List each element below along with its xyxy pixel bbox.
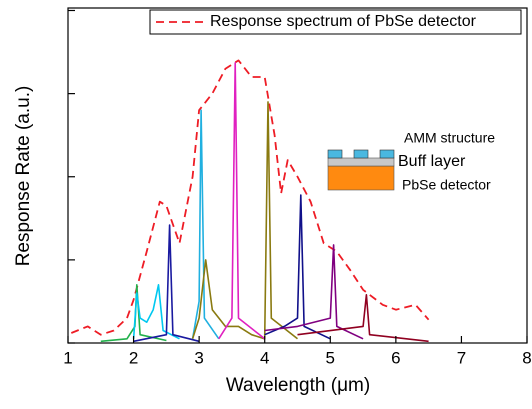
x-tick-label: 7: [457, 348, 466, 367]
legend-label: Response spectrum of PbSe detector: [210, 13, 477, 30]
inset-label: AMM structure: [404, 130, 495, 146]
spectrum-line: [297, 294, 429, 343]
x-tick-label: 5: [326, 348, 335, 367]
x-axis-label: Wavelength (μm): [226, 375, 370, 396]
x-tick-label: 6: [391, 348, 400, 367]
x-tick-label: 3: [194, 348, 203, 367]
spectrum-line: [133, 224, 200, 343]
x-tick-label: 2: [129, 348, 138, 367]
reference-line: [70, 59, 430, 336]
plot-frame: [67, 7, 528, 344]
inset-label: Buff layer: [398, 153, 466, 170]
spectrum-line: [191, 101, 298, 340]
inset-label: PbSe detector: [402, 177, 491, 193]
spectrum-line: [191, 109, 220, 340]
x-tick-label: 1: [63, 348, 72, 367]
x-tick-label: 8: [522, 348, 531, 367]
inset-icon: [327, 149, 395, 191]
y-axis-label: Response Rate (a.u.): [13, 86, 34, 267]
spectrum-line: [264, 194, 331, 340]
x-tick-label: 4: [260, 348, 269, 367]
spectrum-line: [132, 284, 180, 340]
spectrum-line: [218, 62, 266, 340]
legend-box: [149, 9, 522, 35]
